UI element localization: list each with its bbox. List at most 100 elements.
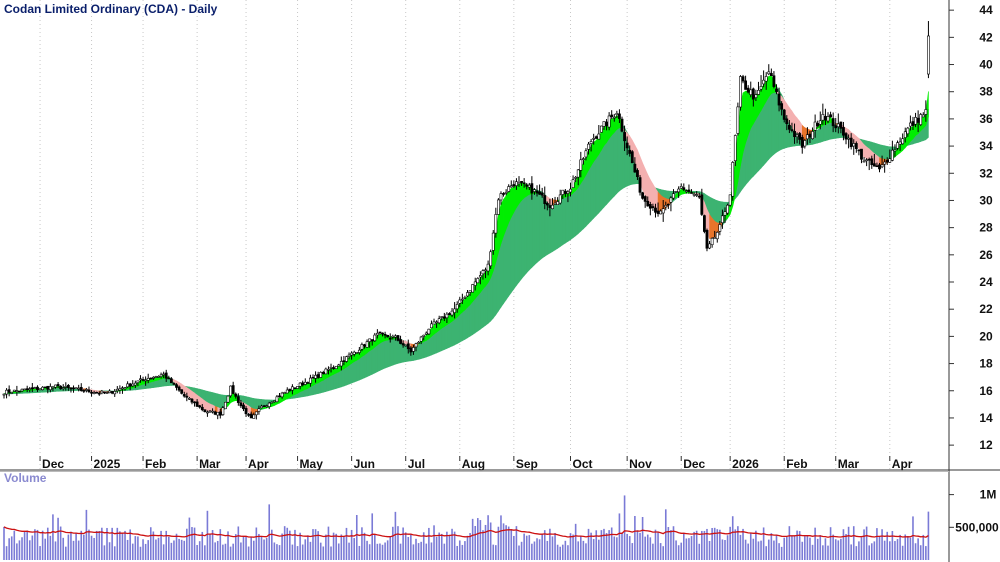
volume-bar (497, 526, 500, 560)
volume-bar (361, 527, 363, 560)
volume-bar (809, 537, 811, 560)
volume-bar (227, 531, 229, 560)
volume-bar (343, 536, 345, 560)
volume-bar (603, 528, 605, 560)
volume-bar (737, 526, 739, 560)
candle (777, 87, 781, 112)
x-tick-label: Apr (248, 457, 269, 471)
candle (914, 112, 917, 128)
candle (290, 384, 294, 395)
candle (458, 297, 462, 308)
grid-layer (39, 0, 891, 470)
candle (834, 117, 838, 133)
candle (468, 290, 472, 296)
candle (327, 366, 330, 375)
candle (229, 385, 233, 398)
volume-bar (731, 516, 734, 560)
candle (283, 391, 287, 394)
volume-bar (585, 543, 587, 560)
volume-bar (358, 545, 361, 560)
volume-bar (366, 540, 368, 560)
candle (157, 375, 160, 378)
candle (350, 351, 354, 360)
candle (476, 277, 480, 284)
volume-bar (446, 531, 448, 560)
candle (605, 119, 608, 131)
volume-bar (520, 541, 523, 560)
candle (790, 122, 794, 133)
y-tick-label: 20 (979, 329, 993, 343)
volume-bar (798, 531, 801, 560)
volume-bar (144, 543, 147, 560)
volume-bar (335, 533, 337, 560)
candle (530, 176, 534, 200)
candle (401, 340, 405, 348)
candle (360, 342, 364, 352)
short-term-band-up (508, 187, 512, 223)
volume-bar (907, 535, 909, 560)
volume-bar (412, 544, 415, 560)
x-tick-label: Jul (408, 457, 425, 471)
candle (805, 127, 809, 145)
volume-bar (173, 540, 175, 560)
volume-bar (912, 516, 914, 560)
volume-bar (152, 531, 155, 560)
volume-bar (572, 534, 574, 560)
volume-bar (386, 540, 389, 560)
candle (862, 157, 866, 163)
long-term-band-segment (827, 120, 831, 141)
long-term-band-segment (817, 127, 821, 144)
volume-bar (582, 540, 585, 560)
volume-bar (479, 520, 482, 560)
candle (921, 112, 925, 118)
volume-bar (551, 536, 554, 560)
volume-bar (70, 531, 72, 560)
long-term-band-segment (518, 189, 522, 283)
candle (270, 401, 274, 404)
candle (440, 316, 444, 321)
volume-bar (626, 533, 628, 560)
candle (185, 392, 189, 402)
volume-bar (814, 527, 816, 560)
candle (363, 343, 366, 349)
candle (254, 411, 258, 420)
volume-bar (865, 526, 868, 560)
candle (303, 378, 307, 386)
volume-bar (786, 536, 788, 560)
candle (489, 249, 493, 270)
candle (504, 189, 508, 196)
short-term-band-down (863, 144, 867, 160)
candle (59, 385, 63, 390)
volume-bar (34, 529, 36, 560)
volume-bar (126, 539, 129, 560)
volume-bar (402, 527, 404, 560)
volume-bar (23, 531, 26, 560)
candle (836, 113, 840, 134)
volume-bar (180, 539, 183, 560)
long-term-band-segment (575, 182, 579, 237)
y-tick-label: 30 (979, 193, 993, 207)
volume-bar (417, 543, 420, 560)
volume-bar (124, 530, 126, 560)
candle (878, 162, 881, 173)
candle (121, 386, 124, 394)
candle (236, 393, 240, 406)
long-term-band-segment (603, 134, 607, 208)
volume-bar (52, 514, 54, 560)
candle (316, 371, 320, 379)
candle (430, 320, 433, 329)
candle (321, 370, 325, 375)
volume-bar (389, 536, 392, 560)
y-tick-label: 12 (979, 438, 993, 452)
volume-bar (103, 545, 106, 560)
candle (736, 102, 740, 136)
candle (767, 64, 771, 75)
long-term-band-segment (423, 338, 427, 359)
x-tick-label: Sep (516, 457, 538, 471)
volume-bar (623, 495, 626, 560)
candle (700, 188, 704, 216)
volume-bar (559, 546, 561, 560)
volume-bar (749, 533, 752, 560)
volume-bar (263, 539, 265, 560)
candle (54, 384, 57, 389)
